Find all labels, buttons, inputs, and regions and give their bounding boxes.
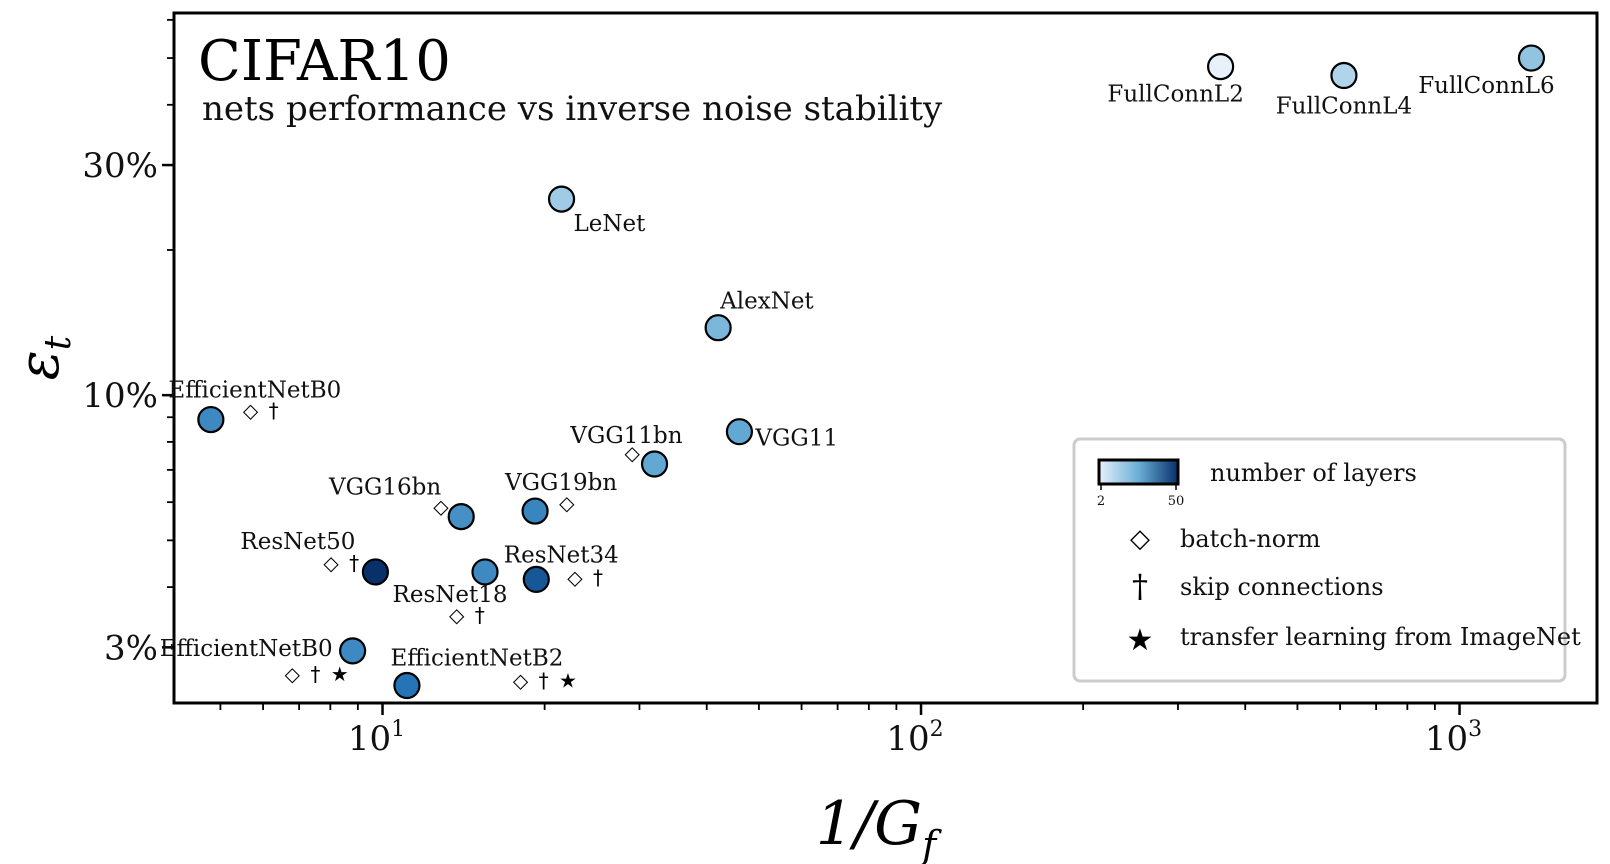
y-tick-label: 3%	[104, 628, 158, 668]
legend-box	[1072, 437, 1567, 683]
point-label: VGG16bn	[328, 475, 441, 501]
colorbar-label: number of layers	[1210, 459, 1417, 487]
point-label: EfficientNetB2	[390, 646, 563, 672]
point-label: FullConnL6	[1418, 73, 1554, 99]
y-tick-label: 30%	[82, 146, 158, 186]
point-resnet50	[361, 558, 389, 586]
colorbar-min-label: 2	[1097, 494, 1105, 509]
point-vgg19bn	[521, 497, 549, 525]
point-vgg11	[725, 418, 754, 446]
legend-symbol-skip: †	[1132, 567, 1148, 605]
point-markers: ◇	[433, 495, 450, 519]
point-efficientnetb0	[339, 637, 367, 665]
point-label: VGG11	[754, 426, 838, 452]
point-markers: ◇ †	[567, 565, 605, 589]
axis-tick-labels: 3% 10% 30% 101 102 103	[82, 146, 1482, 759]
legend: 2 50 number of layers ◇ batch-norm † ski…	[1072, 437, 1581, 683]
colorbar	[1097, 458, 1180, 486]
point-markers: ◇ † ★	[285, 662, 351, 686]
point-markers: ◇ † ★	[513, 669, 579, 693]
y-axis-label-sub: t	[38, 335, 79, 350]
legend-symbol-batch-norm: ◇	[1130, 524, 1150, 554]
point-efficientnetb2	[393, 671, 421, 700]
point-resnet34	[522, 565, 550, 593]
point-label: ResNet18	[393, 582, 508, 608]
point-markers: ◇ †	[449, 603, 487, 627]
point-label: FullConnL4	[1276, 94, 1412, 120]
legend-symbol-transfer: ★	[1127, 623, 1154, 658]
y-tick-label: 10%	[82, 376, 158, 416]
point-vgg16bn	[447, 503, 475, 531]
point-vgg11bn	[640, 450, 669, 478]
point-fullconnl4	[1330, 61, 1358, 90]
y-axis-label-main: ε	[7, 350, 72, 380]
point-label: FullConnL2	[1107, 82, 1243, 108]
point-label: EfficientNetB0	[168, 378, 341, 404]
x-axis-label-sub: f	[919, 823, 942, 864]
legend-label-transfer: transfer learning from ImageNet	[1180, 623, 1581, 651]
point-fullconnl2	[1206, 53, 1235, 81]
chart-title: CIFAR10	[198, 29, 451, 94]
legend-label-batch-norm: batch-norm	[1180, 525, 1321, 553]
point-lenet	[547, 185, 576, 213]
x-tick-label: 103	[1425, 717, 1482, 759]
point-markers: ◇	[559, 491, 576, 515]
point-markers: ◇ †	[243, 399, 281, 423]
point-label: ResNet50	[240, 529, 355, 555]
point-label: ResNet34	[504, 542, 619, 568]
point-alexnet	[704, 314, 732, 342]
point-markers: ◇ †	[323, 551, 361, 575]
x-tick-label: 101	[348, 717, 405, 759]
x-axis-label-main: 1/G	[816, 789, 922, 859]
point-label: EfficientNetB0	[160, 636, 333, 662]
point-fullconnl6	[1517, 44, 1546, 72]
point-efficientnetb0	[197, 405, 225, 434]
point-label: VGG19bn	[504, 470, 617, 496]
x-axis-label: 1/Gf	[816, 789, 942, 864]
plot-frame	[172, 11, 1599, 705]
x-tick-label: 102	[886, 717, 943, 759]
point-resnet18	[471, 558, 499, 586]
point-markers: ◇	[625, 441, 642, 465]
axis-ticks	[162, 18, 1461, 715]
point-label: AlexNet	[719, 289, 814, 315]
legend-label-skip: skip connections	[1180, 573, 1384, 601]
colorbar-max-label: 50	[1168, 494, 1185, 509]
y-axis-label: εt	[7, 335, 79, 380]
chart-subtitle: nets performance vs inverse noise stabil…	[202, 89, 943, 129]
point-label: LeNet	[574, 211, 647, 237]
point-label: VGG11bn	[569, 423, 682, 449]
